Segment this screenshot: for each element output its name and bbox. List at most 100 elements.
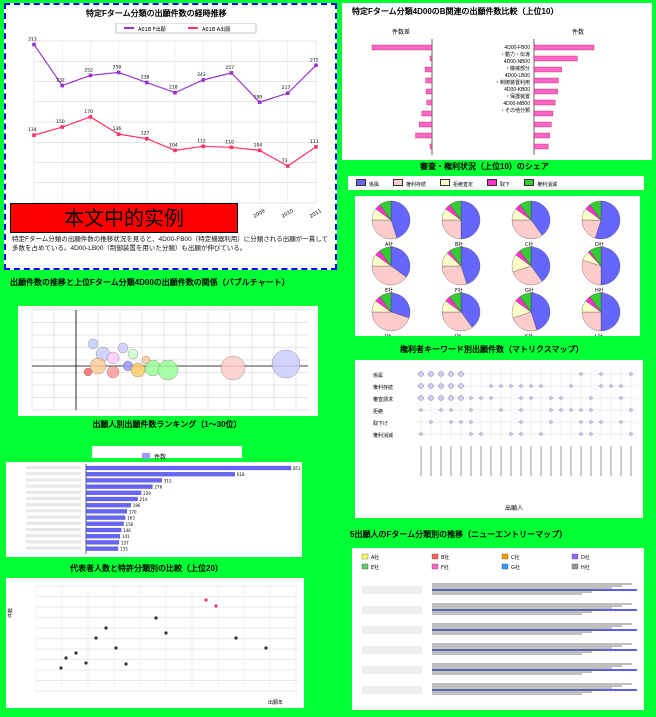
p3-legend-item: 取下 [487,179,510,188]
panel-bar-comparison: 特定Fターム分類4D00のB関連の出願件数比較（上位10） 件数差 件数 4D0… [342,3,652,160]
p6-col-label [620,446,622,476]
p7-point [214,604,217,607]
p6-col-label [630,446,632,476]
p2-right-bar [534,111,553,116]
p1-point [230,146,234,150]
p1-data-label: 110 [225,139,234,145]
p6-col-label [470,446,472,476]
p8-legend-label: H社 [581,564,590,571]
p5-bar-label: 133 [120,547,128,552]
p7-point [164,631,167,634]
panel-matrix: 係属 権利存続 審査請求 拒絶 取下げ 権利消滅 出願人 [355,360,643,518]
p2-left-bar [427,100,432,105]
p1-point [89,115,93,119]
p5-bar-label: 229 [143,491,151,496]
panel-ranking-legend: 件数 [92,446,242,458]
p3-legend-item: 権利消滅 [524,179,557,188]
p5-bar [86,509,127,513]
p8-row-label [362,666,422,674]
p8-row-label [362,646,422,654]
p6-col-label [460,446,462,476]
p2-right-bar [534,45,594,50]
p4-bubble [128,349,138,359]
p2-right-bar [534,144,548,149]
p6-row-label: 権利存続 [373,384,393,391]
p1-data-label: 150 [56,119,65,125]
p6-col-label [580,446,582,476]
p1-point [60,84,64,88]
p5-bar-label: 141 [122,534,130,539]
p6-col-label [610,446,612,476]
p3-title: 審査・権利状況（上位10）のシェア [420,162,549,172]
p4-bubble [84,368,92,376]
p8-legend-swatch [502,554,508,559]
p5-bar-label: 170 [129,509,137,514]
p2-right-bar [534,78,558,83]
p6-col-label [490,446,492,476]
p2-left-bar [430,144,432,149]
p8-legend-label: G社 [511,564,520,571]
p1-legend-0: A01B F出願 [138,26,166,33]
p6-title: 権利者キーワード別出願件数（マトリクスマップ） [400,345,584,355]
p3-pie-slice [442,220,461,239]
p1-point [201,145,205,149]
p8-row-label [362,686,422,694]
panel-ranking: 851 618 315 276 229 214 186 170 163 156 146 141 137 1… [6,462,302,557]
p5-bar [86,528,121,532]
p1-point [314,145,318,149]
p5-bar [86,522,124,526]
p1-red-box: 本文中的实例 [10,203,238,233]
p1-point [60,125,64,129]
panel-pie-grid: A社B社C社D社E社F社G社H社I社J社K社L社 [355,196,640,336]
p6-col-label [590,446,592,476]
p3-pie-label: I社 [385,333,391,336]
p8-title: 5出願人のFターム分類別の推移（ニューエントリーマップ） [350,530,650,540]
p4-bubble [107,366,119,378]
panel-bubble [18,306,318,416]
p2-right-bar [534,122,551,127]
p1-title: 特定Fターム分類の出願件数の経時推移 [86,9,227,19]
p3-pie-slice [601,247,620,285]
p1-data-label: 73 [282,158,288,164]
p1-point [258,149,262,153]
p1-point [145,137,149,141]
p5-bar [86,516,125,520]
p1-legend-box [116,23,256,33]
p5-category-label [26,528,81,531]
p1-data-label: 272 [310,57,319,63]
p4-bubble [221,356,245,380]
p5-bar-label: 163 [127,516,135,521]
p6-col-label [440,446,442,476]
p8-legend-swatch [432,564,438,569]
p1-point [173,91,177,95]
p5-category-label [26,478,81,481]
p1-point [32,43,36,47]
p5-category-label [26,485,81,488]
p7-point [74,651,77,654]
p1-data-label: 136 [113,126,122,132]
p3-legend-item: 係属 [356,179,379,188]
p6-col-label [500,446,502,476]
p1-data-label: 134 [28,127,37,133]
p1-point [173,149,177,153]
p1-point [201,78,205,82]
p5-bar-label: 851 [293,466,301,471]
p8-row-label [362,626,422,634]
p3-pie-label: L社 [595,333,603,336]
p4-bubble [118,343,128,353]
p1-point [89,74,93,78]
p8-legend-label: A社 [371,554,379,561]
p2-left-bar [422,111,432,116]
p1-point [32,133,36,137]
p6-row-label: 権利消滅 [373,432,393,439]
p5-bar [86,497,138,501]
p2-right-bar [534,67,562,72]
p1-data-label: 104 [254,142,263,148]
p4-chart [18,306,318,416]
p8-legend-swatch [362,554,368,559]
p6-col-label [530,446,532,476]
p6-col-label [600,446,602,476]
p5-category-label [26,516,81,519]
p8-legend-swatch [572,564,578,569]
p1-point [286,91,290,95]
